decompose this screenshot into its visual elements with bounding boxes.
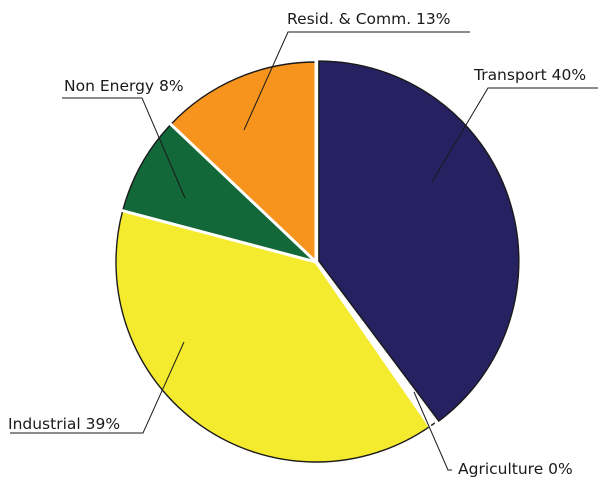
- leader-line: [431, 87, 598, 183]
- pie-slice-industrial: [115, 210, 431, 463]
- slices: [115, 60, 520, 463]
- slice-separator: [168, 121, 318, 264]
- leader-line: [10, 341, 185, 434]
- pie-slice-non: [121, 123, 317, 263]
- leader-line: [62, 97, 186, 199]
- slice-separator: [314, 261, 433, 429]
- slice-separators: [120, 60, 439, 429]
- slice-label: Non Energy 8%: [64, 77, 184, 95]
- pie-slice-transport: [318, 60, 520, 422]
- slice-separator: [120, 208, 317, 264]
- slice-label: Transport 40%: [473, 66, 586, 84]
- slice-label: Agriculture 0%: [458, 460, 573, 478]
- leader-line: [243, 31, 470, 131]
- slice-label: Industrial 39%: [8, 415, 120, 433]
- slice-labels: Transport 40% Agriculture 0% Industrial 39…: [8, 10, 598, 478]
- pie-slice-resid: [170, 61, 317, 263]
- leader-line: [413, 391, 452, 471]
- slice-label: Resid. & Comm. 13%: [287, 10, 451, 28]
